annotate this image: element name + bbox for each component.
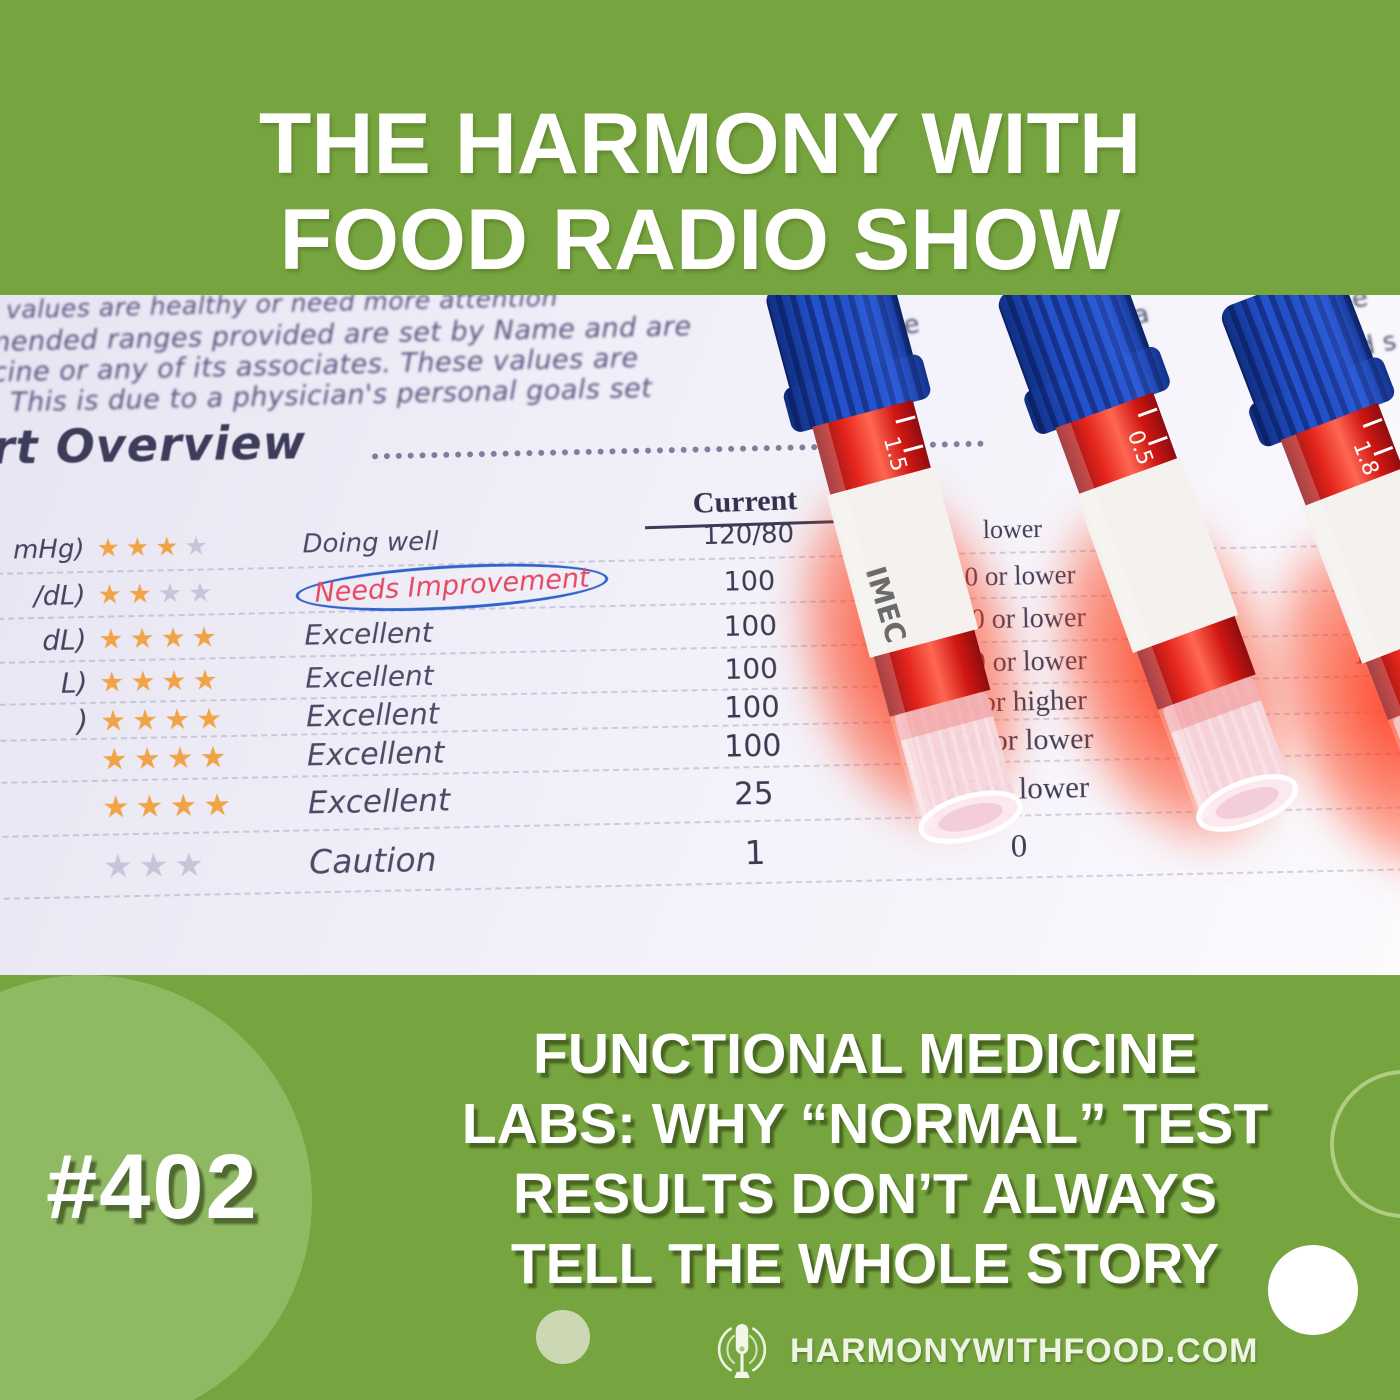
unit-fragment <box>1 760 89 762</box>
brand-row: HARMONYWITHFOOD.COM <box>716 1313 1259 1389</box>
star-rating: ★★★★ <box>85 575 286 611</box>
filled-stars: ★★ <box>97 578 159 611</box>
episode-title: FUNCTIONAL MEDICINE LABS: WHY “NORMAL” T… <box>350 1019 1380 1299</box>
podcast-microphone-icon <box>717 1323 767 1379</box>
current-value: 1 <box>744 832 766 872</box>
status-text: Excellent <box>306 735 445 773</box>
filled-stars: ★★★★ <box>99 662 225 699</box>
status-text: Excellent <box>305 696 440 734</box>
star-rating: ★★★★ <box>87 661 288 699</box>
unit-fragment: L) <box>60 665 88 700</box>
star-rating: ★★★★ <box>84 530 285 564</box>
filled-stars: ★★★★ <box>98 619 224 656</box>
blood-vial: 0.5 <box>977 295 1339 882</box>
status-text: Caution <box>308 839 437 881</box>
status-label: Excellent <box>290 778 671 822</box>
episode-title-line: RESULTS DON’T ALWAYS <box>512 1162 1218 1226</box>
report-section-title: rt Overview <box>0 415 307 475</box>
star-rating: ★★★★ <box>88 700 289 738</box>
blood-vial-graphic: 1.8 <box>1221 295 1400 831</box>
filled-stars: ★★★★ <box>101 786 238 826</box>
website-url: HARMONYWITHFOOD.COM <box>790 1331 1259 1370</box>
status-label: Excellent <box>286 610 667 651</box>
vial-label <box>826 466 979 658</box>
filled-stars: ★★★★ <box>100 739 233 778</box>
blood-vial-graphic: 1.5 IMEC <box>766 295 1023 844</box>
unit-fragment: ) <box>76 703 89 739</box>
episode-number: #402 <box>46 1136 259 1238</box>
status-label: Needs Improvement <box>285 556 666 619</box>
status-text: Doing well <box>302 526 439 560</box>
status-text: Excellent <box>304 658 435 694</box>
empty-stars: ★ <box>184 531 215 562</box>
unit-fragment: /dL) <box>33 579 86 612</box>
status-label: Excellent <box>289 730 670 773</box>
decorative-dot <box>536 1310 590 1364</box>
star-rating: ★★★★ <box>90 786 291 826</box>
bottom-banner: #402 FUNCTIONAL MEDICINE LABS: WHY “NORM… <box>0 975 1400 1400</box>
unit-fragment: mHg) <box>12 534 85 566</box>
lab-report-photo: values are healthy or need more attentio… <box>0 295 1400 975</box>
filled-stars: ★★★★ <box>99 701 229 738</box>
show-title-line2: FOOD RADIO SHOW <box>279 191 1121 288</box>
empty-stars: ★★ <box>157 576 219 610</box>
episode-title-line: TELL THE WHOLE STORY <box>510 1232 1220 1296</box>
show-title: THE HARMONY WITH FOOD RADIO SHOW <box>0 96 1400 288</box>
status-text: Excellent <box>307 782 451 822</box>
filled-stars: ★★★ <box>96 531 185 564</box>
blood-vial: 1.5 IMEC <box>745 295 1060 891</box>
decorative-circle-white <box>1268 1245 1358 1335</box>
status-label: Excellent <box>287 653 668 694</box>
status-label: Caution <box>291 834 672 881</box>
episode-title-line: FUNCTIONAL MEDICINE <box>533 1022 1197 1086</box>
star-rating: ★★★★ <box>86 618 287 656</box>
unit-fragment <box>3 866 91 868</box>
status-label: Doing well <box>284 522 665 560</box>
empty-stars: ★★★ <box>102 843 211 886</box>
show-title-line1: THE HARMONY WITH <box>258 95 1142 192</box>
status-label: Excellent <box>288 692 669 734</box>
episode-title-line: LABS: WHY “NORMAL” TEST <box>461 1092 1269 1156</box>
blood-vial-graphic: 0.5 <box>998 295 1299 832</box>
status-text: Excellent <box>304 615 434 651</box>
blood-vial: 1.8 <box>1200 295 1400 891</box>
unit-fragment: dL) <box>41 622 87 657</box>
star-rating: ★★★★ <box>89 738 290 777</box>
vial-label <box>1075 456 1239 653</box>
top-banner: THE HARMONY WITH FOOD RADIO SHOW <box>0 0 1400 295</box>
unit-fragment <box>2 808 90 810</box>
star-rating: ★★★ <box>91 842 292 885</box>
vial-label <box>1301 466 1400 664</box>
